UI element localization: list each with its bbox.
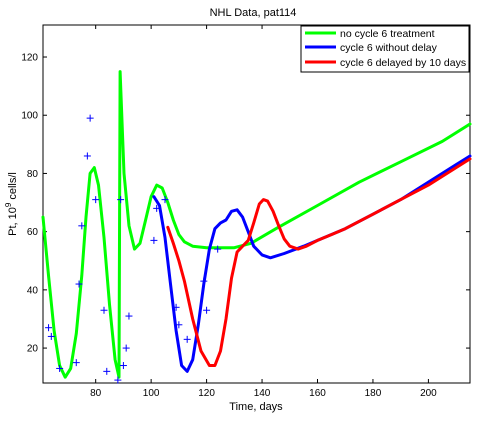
data-point-marker xyxy=(153,204,161,212)
y-tick-label: 120 xyxy=(21,53,38,64)
data-point-marker xyxy=(45,324,53,332)
data-point-marker xyxy=(86,114,94,122)
series-layer xyxy=(41,70,472,379)
y-axis-label-exponent: 9 xyxy=(4,202,13,207)
y-axis-label: Pt, 109 cells/l xyxy=(4,172,19,236)
data-point-marker xyxy=(125,312,133,320)
data-point-marker xyxy=(117,196,125,204)
data-point-marker xyxy=(183,335,191,343)
x-tick-label: 200 xyxy=(420,388,437,399)
y-tick-label: 40 xyxy=(27,285,39,296)
axis-tick-labels: 80 100 120 140 160 180 200 20 40 60 80 100 120 xyxy=(21,53,437,399)
data-point-marker xyxy=(72,359,80,367)
data-point-marker xyxy=(200,277,208,285)
x-tick-label: 80 xyxy=(90,388,102,399)
data-point-marker xyxy=(47,332,55,340)
chart-title: NHL Data, pat114 xyxy=(210,7,297,19)
data-point-marker xyxy=(100,306,108,314)
legend-label-series-2: cycle 6 without delay xyxy=(340,42,438,54)
y-tick-label: 100 xyxy=(21,111,38,122)
data-point-marker xyxy=(75,280,83,288)
data-point-marker xyxy=(122,344,130,352)
data-point-marker xyxy=(172,303,180,311)
y-axis-label-main: Pt, 10 xyxy=(7,207,19,236)
x-tick-label: 100 xyxy=(143,388,160,399)
plot-area xyxy=(42,24,471,384)
legend: no cycle 6 treatment cycle 6 without del… xyxy=(300,25,470,73)
x-tick-label: 120 xyxy=(198,388,215,399)
data-point-marker xyxy=(92,196,100,204)
data-point-marker xyxy=(203,306,211,314)
data-point-marker xyxy=(161,196,169,204)
x-tick-label: 160 xyxy=(309,388,326,399)
data-point-marker xyxy=(214,245,222,253)
x-tick-label: 180 xyxy=(365,388,382,399)
data-point-marker xyxy=(175,321,183,329)
x-tick-label: 140 xyxy=(254,388,271,399)
marker-layer xyxy=(45,114,222,384)
series-line-3 xyxy=(166,157,472,367)
data-point-marker xyxy=(119,362,127,370)
y-tick-label: 20 xyxy=(27,344,39,355)
y-tick-label: 80 xyxy=(27,169,39,180)
data-point-marker xyxy=(103,367,111,375)
y-tick-label: 60 xyxy=(27,227,39,238)
data-point-marker xyxy=(83,152,91,160)
data-point-marker xyxy=(114,376,122,384)
data-point-marker xyxy=(78,222,86,230)
x-axis-label: Time, days xyxy=(229,401,283,413)
legend-label-series-1: no cycle 6 treatment xyxy=(340,28,435,40)
y-axis-label-unit: cells/l xyxy=(7,172,19,203)
data-point-marker xyxy=(56,364,64,372)
data-point-marker xyxy=(150,236,158,244)
legend-label-series-3: cycle 6 delayed by 10 days xyxy=(340,57,466,69)
